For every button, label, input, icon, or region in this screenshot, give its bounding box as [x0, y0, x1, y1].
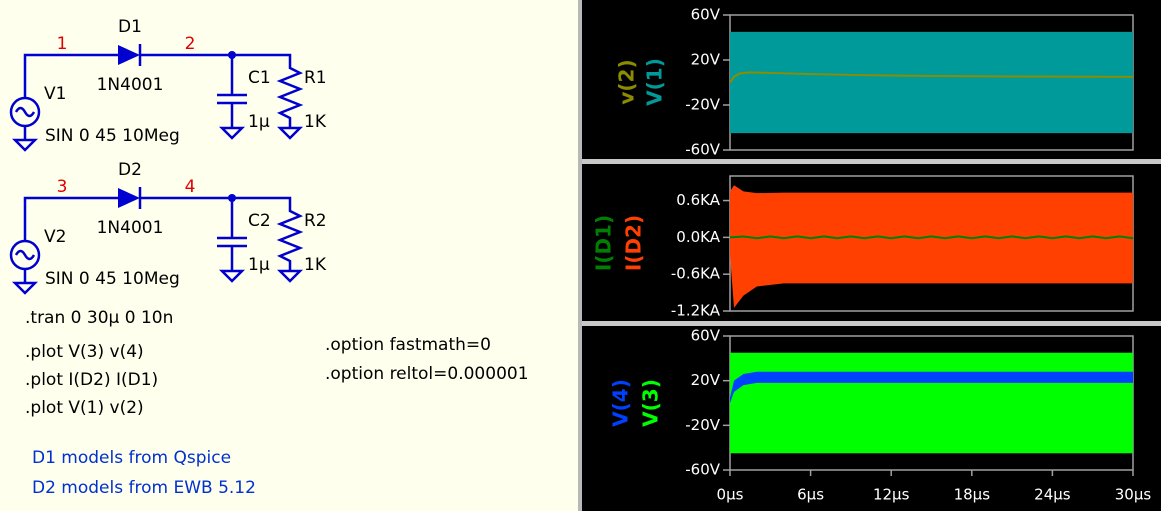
legend-label: V(4)	[609, 379, 633, 427]
legend-label: I(D1)	[592, 215, 616, 271]
note: D2 models from EWB 5.12	[32, 478, 256, 498]
x-tick-label: 6µs	[797, 486, 824, 504]
node-label: 4	[185, 177, 196, 197]
source	[9, 96, 41, 128]
note: D1 models from Qspice	[32, 448, 231, 468]
diode-name: D2	[118, 160, 142, 180]
x-tick-label: 30µs	[1115, 486, 1152, 504]
res-value: 1K	[304, 112, 327, 132]
wires	[11, 53, 304, 152]
res-name: R2	[304, 211, 327, 231]
y-tick-label: 60V	[691, 6, 721, 24]
wires	[11, 196, 304, 295]
source-name: V2	[44, 227, 66, 247]
legend-label: V(3)	[639, 379, 663, 427]
y-tick-label: -20V	[685, 416, 720, 434]
x-tick-label: 18µs	[954, 486, 991, 504]
cap-value: 1µ	[248, 255, 270, 275]
y-tick-label: 0.0KA	[676, 228, 720, 246]
res-name: R1	[304, 68, 327, 88]
source	[9, 239, 41, 271]
x-tick-label: 24µs	[1034, 486, 1071, 504]
legend-label: v(2)	[615, 59, 639, 104]
y-tick-label: -1.2KA	[671, 302, 721, 320]
circuit-1: 1 2 D1 1N4001 C1 1µ R1 1K V1 SIN 0 45 10…	[9, 17, 327, 152]
legend-label: V(1)	[643, 58, 667, 106]
cap-name: C1	[248, 68, 271, 88]
trace-line	[729, 71, 1134, 84]
trace-band	[730, 371, 1133, 403]
cap-name: C2	[248, 211, 271, 231]
divider	[578, 0, 582, 511]
circuit-2: 3 4 D2 1N4001 C2 1µ R2 1K V2 SIN 0 45 10…	[9, 160, 327, 295]
legend-label: I(D2)	[622, 215, 646, 271]
res-value: 1K	[304, 255, 327, 275]
diode-model: 1N4001	[97, 75, 164, 95]
source-name: V1	[44, 84, 66, 104]
x-tick-label: 12µs	[873, 486, 910, 504]
y-tick-label: 20V	[691, 51, 721, 69]
y-tick-label: -60V	[685, 461, 720, 479]
source-spec: SIN 0 45 10Meg	[45, 126, 180, 146]
y-tick-label: -20V	[685, 96, 720, 114]
y-tick-label: 60V	[691, 327, 721, 345]
trace-band	[730, 185, 1133, 308]
diode-model: 1N4001	[97, 218, 164, 238]
y-tick-label: 20V	[691, 371, 721, 389]
directive: .tran 0 30µ 0 10n	[25, 308, 173, 328]
directive: .plot V(3) v(4)	[25, 342, 144, 362]
option: .option fastmath=0	[325, 335, 491, 355]
diode	[118, 188, 140, 208]
sine-glyph	[14, 249, 36, 261]
y-tick-label: -60V	[685, 141, 720, 159]
diode-name: D1	[118, 17, 142, 37]
node-label: 1	[57, 34, 68, 54]
directive: .plot V(1) v(2)	[25, 398, 144, 418]
trace-band	[730, 352, 1133, 454]
sine-glyph	[14, 106, 36, 118]
source-spec: SIN 0 45 10Meg	[45, 269, 180, 289]
diode	[118, 45, 140, 65]
y-tick-label: -0.6KA	[671, 265, 721, 283]
pane-separator	[582, 159, 1161, 164]
junction	[228, 51, 236, 59]
schematic: 1 2 D1 1N4001 C1 1µ R1 1K V1 SIN 0 45 10…	[9, 17, 529, 498]
trace-band	[730, 31, 1133, 134]
trace-line	[729, 235, 1134, 240]
y-tick-label: 0.6KA	[676, 191, 720, 209]
pane-separator	[582, 321, 1161, 326]
cap-value: 1µ	[248, 112, 270, 132]
x-tick-label: 0µs	[717, 486, 744, 504]
directive: .plot I(D2) I(D1)	[25, 370, 158, 390]
junction	[228, 194, 236, 202]
node-label: 3	[57, 177, 68, 197]
option: .option reltol=0.000001	[325, 364, 529, 384]
node-label: 2	[185, 34, 196, 54]
